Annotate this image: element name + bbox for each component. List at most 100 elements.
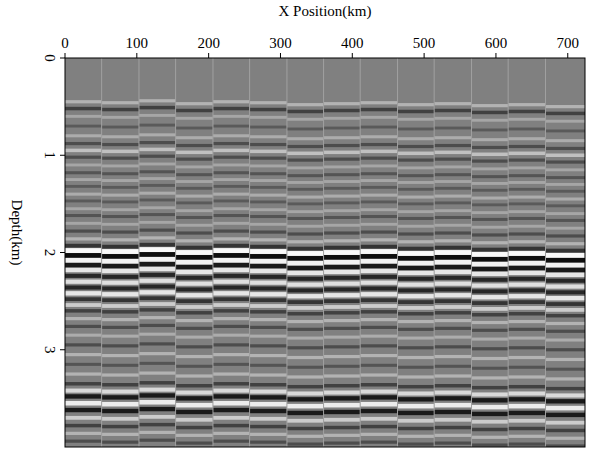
reflector: [398, 181, 435, 184]
reflector: [250, 269, 287, 273]
reflector: [213, 280, 250, 284]
reflector: [324, 136, 361, 139]
reflector: [139, 206, 176, 209]
reflector: [102, 281, 139, 285]
reflector: [508, 103, 545, 106]
reflector: [287, 271, 324, 275]
reflector: [360, 172, 397, 175]
reflector: [472, 313, 509, 317]
reflector: [472, 146, 509, 149]
strip-edge: [212, 58, 213, 447]
reflector: [139, 316, 176, 319]
reflector: [139, 267, 176, 271]
reflector: [472, 138, 509, 141]
reflector: [102, 269, 139, 273]
reflector: [287, 427, 324, 431]
reflector: [250, 402, 287, 407]
reflector: [139, 393, 176, 397]
reflector: [508, 251, 545, 256]
reflector: [213, 416, 250, 420]
reflector: [472, 182, 509, 185]
reflector: [65, 171, 102, 174]
reflector: [324, 117, 361, 120]
reflector: [434, 246, 471, 250]
reflector: [139, 302, 176, 306]
reflector: [472, 159, 509, 162]
reflector: [65, 394, 102, 398]
reflector: [213, 325, 250, 328]
reflector: [472, 301, 509, 305]
reflector: [250, 238, 287, 241]
reflector: [434, 127, 471, 130]
reflector: [508, 247, 545, 251]
reflector: [324, 158, 361, 161]
reflector: [472, 218, 509, 221]
reflector: [65, 149, 102, 153]
y-tick-label: 3: [42, 346, 58, 354]
reflector: [287, 385, 324, 389]
reflector: [176, 355, 213, 358]
reflector: [139, 247, 176, 252]
reflector: [508, 366, 545, 369]
reflector: [250, 101, 287, 104]
reflector: [398, 159, 435, 162]
reflector: [176, 260, 213, 265]
reflector: [472, 398, 509, 402]
reflector: [287, 294, 324, 298]
reflector: [102, 373, 139, 376]
reflector: [65, 134, 102, 137]
reflector: [324, 195, 361, 198]
reflector: [65, 291, 102, 295]
reflector: [213, 185, 250, 188]
reflector: [213, 237, 250, 240]
reflector: [139, 273, 176, 277]
reflector: [139, 290, 176, 294]
reflector: [139, 324, 176, 327]
reflector: [102, 417, 139, 421]
reflector: [65, 107, 102, 111]
reflector: [287, 435, 324, 438]
reflector: [139, 99, 176, 102]
reflector: [65, 389, 102, 393]
reflector: [324, 201, 361, 204]
reflector: [434, 327, 471, 330]
reflector: [250, 281, 287, 285]
reflector: [213, 164, 250, 167]
reflector: [472, 357, 509, 360]
reflector: [139, 381, 176, 385]
reflector: [398, 442, 435, 445]
reflector: [139, 114, 176, 117]
reflector: [213, 309, 250, 313]
reflector: [250, 259, 287, 264]
reflector: [65, 207, 102, 210]
reflector: [545, 183, 585, 186]
reflector: [508, 128, 545, 131]
reflector: [139, 243, 176, 247]
reflector: [398, 282, 435, 286]
reflector: [250, 354, 287, 357]
reflector: [287, 210, 324, 213]
reflector: [176, 410, 213, 414]
reflector: [65, 237, 102, 240]
reflector: [360, 281, 397, 285]
reflector: [398, 306, 435, 310]
reflector: [213, 297, 250, 301]
reflector: [139, 423, 176, 427]
reflector: [287, 391, 324, 395]
reflector: [176, 216, 213, 219]
reflector: [324, 374, 361, 377]
reflector: [102, 402, 139, 407]
reflector: [545, 105, 585, 108]
reflector: [213, 440, 250, 443]
reflector: [508, 312, 545, 316]
strip-edge: [286, 58, 287, 447]
reflector: [472, 104, 509, 107]
reflector: [65, 274, 102, 278]
reflector: [250, 383, 287, 387]
reflector: [360, 409, 397, 413]
reflector: [434, 365, 471, 368]
reflector: [324, 345, 361, 348]
reflector: [398, 271, 435, 275]
reflector: [139, 106, 176, 110]
reflector: [398, 337, 435, 340]
